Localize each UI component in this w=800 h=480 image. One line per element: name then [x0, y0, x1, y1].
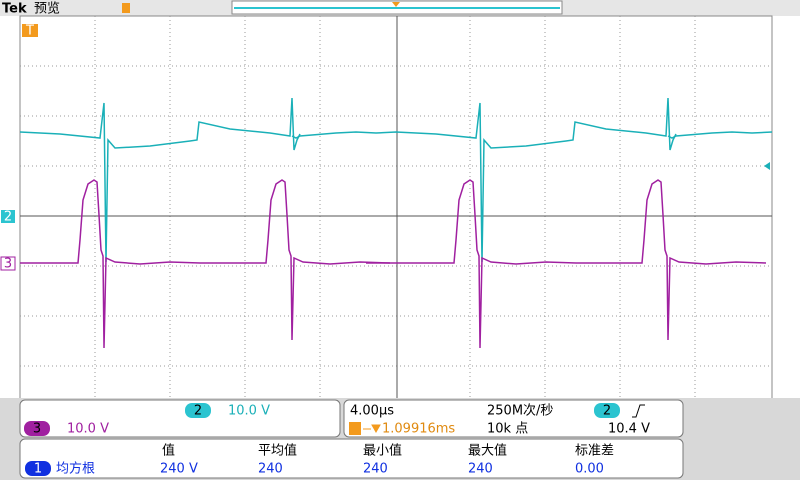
trigger-level-marker [764, 162, 770, 170]
meas-value: 240 [258, 462, 283, 477]
trigger-marker-label: T [25, 24, 34, 39]
meas-name: 均方根 [56, 461, 95, 477]
ch3-label: 3 [33, 422, 41, 437]
grid [20, 16, 772, 416]
meas-header: 值 [162, 443, 175, 459]
ch3-trace [20, 179, 767, 349]
meas-value: 240 [468, 462, 493, 477]
meas-source: 1 [34, 462, 42, 477]
meas-header: 平均值 [258, 443, 297, 459]
ch3-marker [0, 256, 16, 271]
trigger-slope [632, 404, 645, 418]
trigger-arrow [363, 424, 381, 434]
ch2-marker-label: 2 [4, 210, 12, 225]
trigger-position: 1.09916ms [382, 422, 455, 437]
trigger-marker [22, 24, 38, 37]
ch2-label: 2 [194, 404, 202, 419]
ch2-badge [185, 403, 211, 418]
ch3-scale: 10.0 V [67, 422, 109, 437]
ch2-marker [1, 210, 15, 223]
trigger-pos-marker [392, 2, 400, 7]
waveforms [20, 97, 772, 349]
brand: Tek [2, 2, 27, 17]
ch3-marker-label: 3 [4, 257, 12, 272]
trigger-level: 10.4 V [608, 422, 650, 437]
time-scale: 4.00µs [350, 404, 394, 419]
math-badge [25, 461, 51, 476]
record-length: 10k 点 [487, 422, 528, 437]
ch2-scale: 10.0 V [228, 404, 270, 419]
trigger-source-badge [594, 403, 620, 418]
measurement-panel[interactable] [19, 438, 684, 479]
meas-header: 标准差 [575, 444, 614, 459]
meas-header: 最大值 [468, 443, 507, 459]
meas-value: 240 V [160, 462, 198, 477]
trigger-icon [349, 422, 361, 435]
status: 预览 [34, 1, 60, 17]
sample-rate: 250M次/秒 [487, 403, 553, 419]
ch3-badge [24, 421, 50, 436]
trigger-source: 2 [603, 404, 611, 419]
trigger-pos-icon [122, 3, 130, 13]
meas-header: 最小值 [363, 443, 402, 459]
channel-panel[interactable] [19, 399, 341, 438]
meas-value: 240 [363, 462, 388, 477]
meas-value: 0.00 [575, 462, 604, 477]
ch2-trace [20, 97, 772, 263]
